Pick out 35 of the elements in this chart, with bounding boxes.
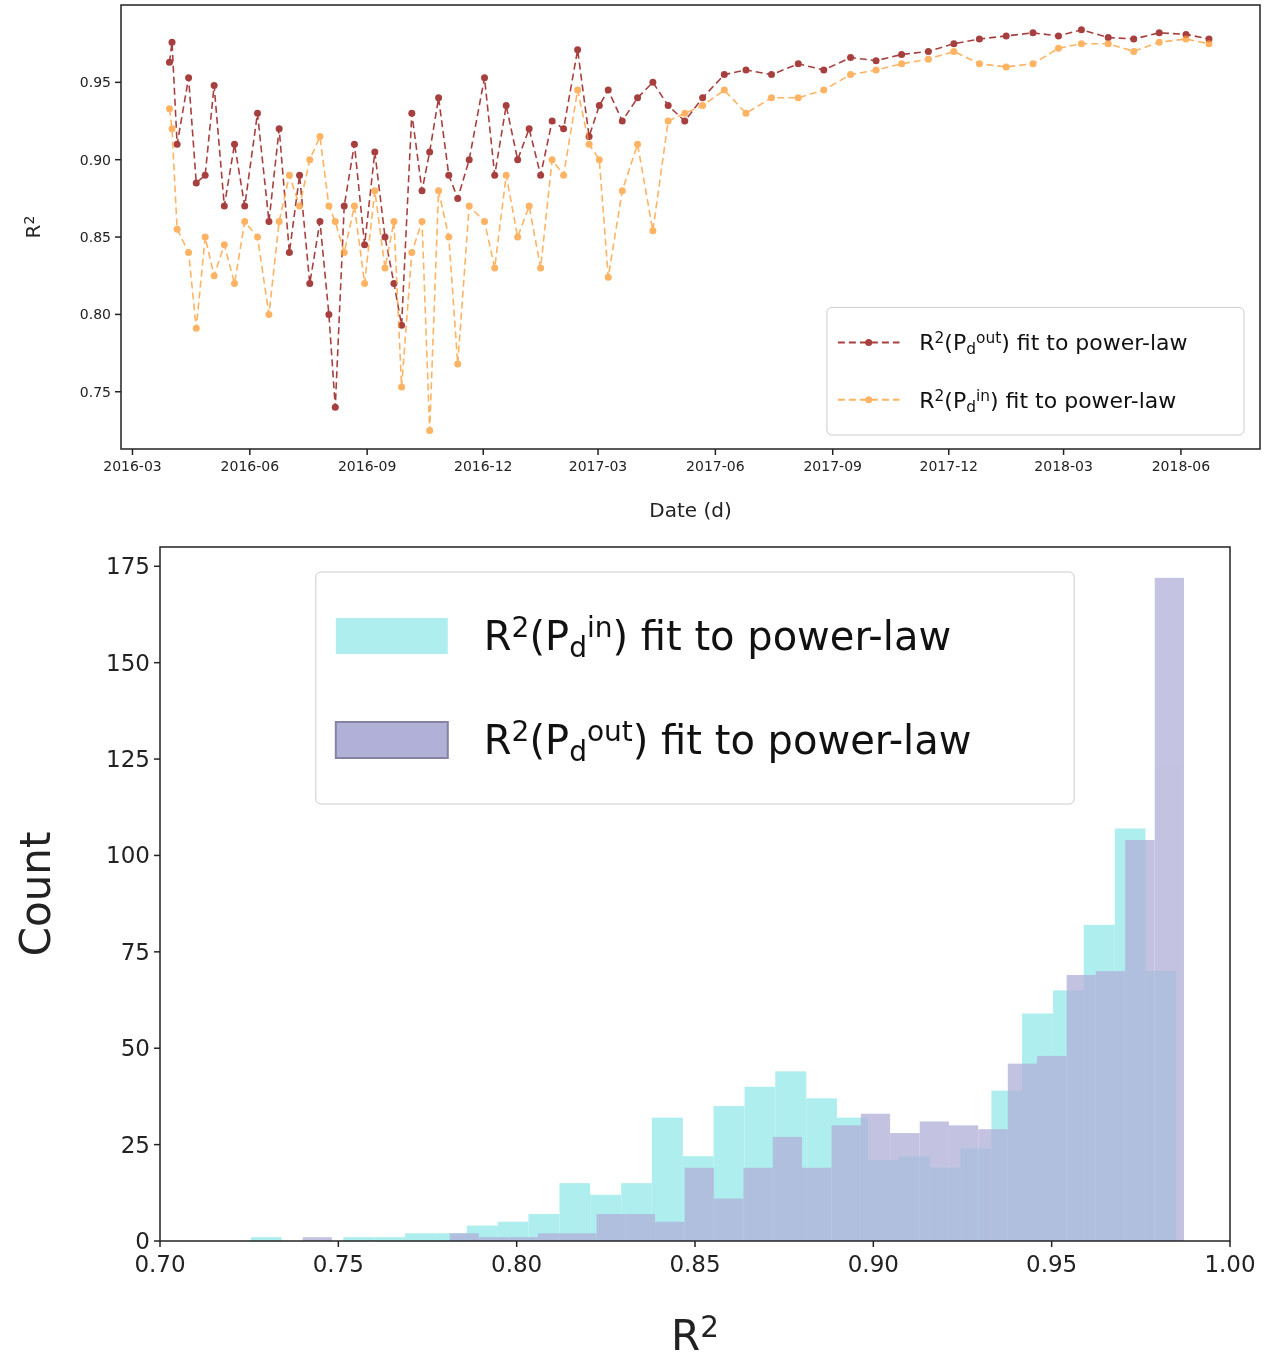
x-tick-label: 1.00 [1204, 1251, 1256, 1277]
x-axis-title: Date (d) [649, 498, 732, 522]
legend-label: R$^{2}$(P$_{d}$$^{in}$) fit to power-law [919, 386, 1177, 416]
x-tick-label: 0.80 [491, 1251, 543, 1277]
y-tick-label: 75 [120, 938, 150, 965]
x-tick-label: 0.85 [669, 1251, 721, 1277]
x-tick-label: 2017-03 [568, 458, 628, 474]
legend-label: R$^{2}$(P$_{d}$$^{out}$) fit to power-law [483, 715, 972, 768]
y-tick-label: 175 [106, 553, 150, 580]
y-tick-label: 150 [106, 649, 150, 676]
legend-label: R$^{2}$(P$_{d}$$^{out}$) fit to power-law [919, 329, 1188, 359]
x-tick-label: 2018-06 [1151, 458, 1211, 474]
y-tick-label: 0.95 [79, 74, 111, 91]
y-tick-label: 25 [120, 1131, 150, 1158]
x-tick-label: 2016-09 [337, 458, 397, 474]
x-tick-label: 0.90 [847, 1251, 899, 1277]
y-tick-label: 0.90 [79, 151, 111, 168]
legend-label: R$^{2}$(P$_{d}$$^{in}$) fit to power-law [483, 611, 952, 664]
x-axis-title: R$^{2}$ [671, 1309, 719, 1359]
x-tick-label: 2018-03 [1034, 458, 1093, 474]
x-tick-label: 0.95 [1026, 1251, 1078, 1277]
x-tick-label: 0.75 [312, 1251, 364, 1277]
y-axis-title: Count [11, 831, 60, 957]
y-tick-label: 50 [120, 1035, 150, 1062]
x-tick-label: 2017-09 [803, 458, 862, 474]
y-tick-label: 0.80 [79, 306, 111, 323]
y-tick-label: 100 [106, 842, 150, 869]
x-tick-label: 2016-06 [220, 458, 280, 474]
y-tick-label: 0.85 [79, 228, 111, 245]
x-tick-label: 2016-03 [103, 458, 162, 474]
x-tick-label: 2017-12 [919, 458, 979, 474]
y-tick-label: 125 [106, 746, 150, 773]
x-tick-label: 2017-06 [686, 458, 745, 474]
x-tick-label: 2016-12 [453, 458, 513, 474]
y-tick-label: 0.75 [79, 383, 111, 400]
